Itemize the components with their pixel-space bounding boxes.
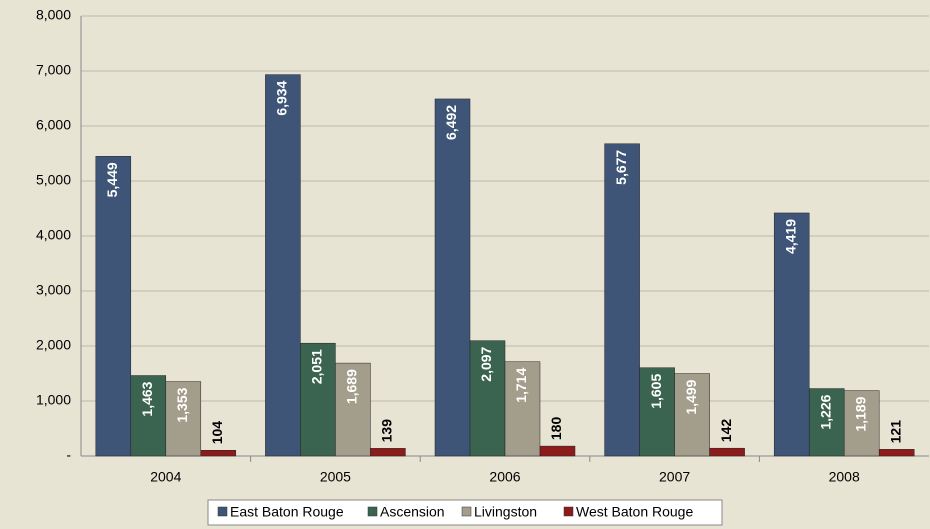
- data-label: 1,689: [344, 369, 360, 404]
- data-label: 6,934: [274, 80, 290, 115]
- bar: [639, 367, 675, 457]
- data-label: 142: [718, 419, 734, 443]
- data-label: 5,449: [104, 162, 120, 197]
- data-label: 5,677: [613, 150, 629, 185]
- y-tick-label: 3,000: [36, 282, 71, 298]
- legend-swatch: [461, 506, 472, 517]
- bar: [674, 373, 710, 457]
- data-label: 1,353: [174, 387, 190, 422]
- data-label: 121: [887, 420, 903, 444]
- legend-label: Ascension: [380, 504, 445, 520]
- bar: [539, 445, 576, 457]
- data-label: 1,463: [139, 381, 155, 416]
- y-tick-label: -: [66, 447, 71, 463]
- legend-label: East Baton Rouge: [230, 504, 344, 520]
- bar: [335, 362, 371, 457]
- bar: [370, 448, 406, 457]
- data-label: 2,051: [309, 349, 325, 384]
- x-tick-label: 2007: [659, 469, 690, 485]
- bar: [504, 361, 541, 457]
- bar: [773, 212, 810, 457]
- x-tick-label: 2004: [150, 469, 181, 485]
- legend-swatch: [217, 506, 228, 517]
- bar: [469, 340, 506, 457]
- bar: [434, 98, 471, 457]
- legend-label: Livingston: [474, 504, 537, 520]
- x-tick-label: 2005: [320, 469, 351, 485]
- bar: [808, 388, 845, 457]
- data-label: 6,492: [443, 105, 459, 140]
- x-tick-label: 2006: [489, 469, 520, 485]
- data-label: 2,097: [478, 346, 494, 381]
- bar: [878, 449, 915, 457]
- data-label: 1,605: [648, 374, 664, 409]
- y-tick-label: 1,000: [36, 392, 71, 408]
- y-tick-label: 7,000: [36, 62, 71, 78]
- data-label: 1,189: [852, 396, 868, 431]
- bar: [604, 143, 640, 457]
- y-tick-label: 4,000: [36, 227, 71, 243]
- data-label: 180: [548, 417, 564, 441]
- data-label: 139: [379, 419, 395, 443]
- y-tick-label: 8,000: [36, 7, 71, 23]
- legend-swatch: [563, 506, 574, 517]
- y-tick-label: 2,000: [36, 337, 71, 353]
- bar: [843, 390, 880, 457]
- data-label: 104: [209, 421, 225, 445]
- y-tick-label: 6,000: [36, 117, 71, 133]
- data-label: 4,419: [782, 219, 798, 254]
- bar: [95, 156, 132, 457]
- y-tick-label: 5,000: [36, 172, 71, 188]
- bar: [265, 74, 301, 457]
- bar: [200, 450, 237, 457]
- bar: [165, 381, 202, 457]
- data-label: 1,714: [513, 368, 529, 403]
- legend-label: West Baton Rouge: [576, 504, 693, 520]
- data-label: 1,499: [683, 379, 699, 414]
- x-tick-label: 2008: [829, 469, 860, 485]
- bar: [709, 447, 745, 457]
- legend-swatch: [367, 506, 378, 517]
- bar: [300, 342, 336, 457]
- data-label: 1,226: [817, 394, 833, 429]
